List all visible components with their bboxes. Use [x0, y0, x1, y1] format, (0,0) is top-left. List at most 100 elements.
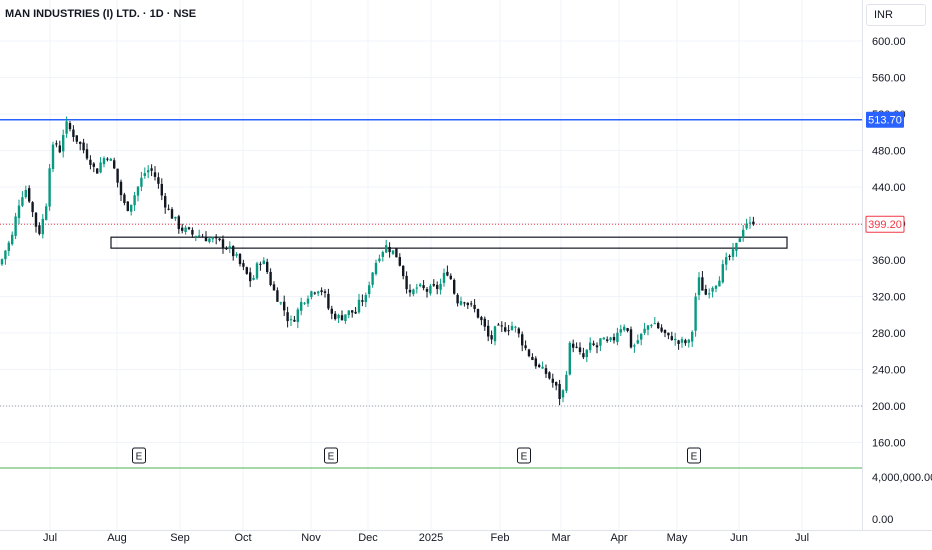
- candle-body: [204, 236, 208, 242]
- candle-body: [415, 287, 418, 289]
- candle-body: [748, 222, 752, 224]
- volume-axis: 4,000,000.00 0.00: [872, 472, 932, 526]
- candle-body: [728, 255, 731, 257]
- candle-body: [704, 288, 707, 295]
- earnings-marker-label: E: [691, 452, 698, 463]
- candle-body: [198, 235, 201, 237]
- candle-body: [279, 302, 282, 304]
- candle-body: [660, 327, 663, 332]
- candle-body: [55, 143, 58, 145]
- candle-body: [31, 202, 34, 213]
- candle-body: [252, 277, 255, 280]
- candle-body: [555, 382, 558, 386]
- resistance-label-text: 513.70: [868, 115, 902, 127]
- candle-body: [11, 234, 14, 245]
- candle-body: [303, 302, 306, 304]
- time-axis[interactable]: Jul Aug Sep Oct Nov Dec 2025 Feb Mar Apr May Jun Jul: [43, 532, 809, 544]
- candle-body: [714, 285, 718, 289]
- time-tick-label: Feb: [491, 532, 510, 544]
- candle-body: [249, 272, 252, 282]
- candle-body: [643, 328, 646, 333]
- time-tick-label: Apr: [610, 532, 627, 544]
- candle-body: [340, 315, 344, 321]
- price-tick-label: 480.00: [872, 146, 906, 158]
- candle-body: [500, 325, 503, 327]
- candle-body: [561, 390, 565, 398]
- breakout-zone-rect[interactable]: [110, 236, 788, 249]
- candle-body: [317, 291, 320, 294]
- time-tick-label: Dec: [358, 532, 378, 544]
- candle-body: [725, 257, 728, 265]
- candle-body: [289, 319, 293, 321]
- candle-body: [140, 177, 143, 187]
- candle-body: [568, 342, 571, 375]
- candle-body: [215, 236, 218, 239]
- candle-body: [459, 301, 463, 305]
- candle-body: [565, 374, 568, 391]
- candle-body: [293, 319, 296, 322]
- candle-body: [653, 323, 656, 325]
- candle-body: [616, 332, 619, 343]
- candle-body: [731, 249, 735, 257]
- candle-body: [453, 279, 456, 294]
- candle-body: [752, 221, 755, 225]
- candle-body: [677, 340, 680, 344]
- candle-body: [334, 313, 337, 320]
- candle-body: [177, 216, 180, 230]
- candle-body: [24, 189, 27, 198]
- candle-body: [527, 349, 531, 357]
- candle-body: [629, 329, 633, 348]
- candle-body: [133, 195, 136, 206]
- earnings-marker-label: E: [521, 452, 528, 463]
- candle-body: [429, 285, 432, 294]
- candle-body: [150, 168, 153, 171]
- candle-body: [174, 216, 177, 219]
- candle-body: [85, 149, 89, 159]
- earnings-marker-label: E: [328, 452, 335, 463]
- price-axis[interactable]: 600.00560.00520.00480.00440.00400.00360.…: [872, 36, 906, 450]
- candle-body: [619, 329, 622, 333]
- candle-body: [272, 284, 276, 291]
- time-tick-label: Nov: [301, 532, 321, 544]
- current-price-label-bg: [865, 215, 905, 233]
- candle-body: [521, 334, 524, 346]
- candle-body: [28, 188, 31, 202]
- candle-body: [589, 342, 592, 351]
- candle-body: [82, 142, 85, 151]
- candle-body: [449, 275, 452, 280]
- candle-body: [34, 212, 38, 227]
- candle-body: [255, 263, 259, 279]
- candle-body: [130, 204, 133, 212]
- candle-body: [599, 338, 602, 346]
- price-tick-label: 200.00: [872, 401, 906, 413]
- candle-body: [106, 158, 109, 160]
- candle-body: [126, 201, 129, 211]
- candle-body: [738, 238, 741, 243]
- candle-body: [269, 271, 272, 285]
- candle-body: [164, 195, 167, 208]
- candle-body: [109, 158, 112, 161]
- candle-body: [68, 123, 72, 130]
- candle-body: [113, 160, 116, 169]
- candle-body: [51, 144, 55, 169]
- candle-body: [79, 141, 82, 144]
- symbol-title[interactable]: MAN INDUSTRIES (I) LTD. · 1D · NSE: [5, 8, 197, 20]
- candle-body: [636, 340, 639, 344]
- candle-body: [697, 277, 701, 296]
- candle-body: [136, 186, 140, 196]
- candle-body: [276, 290, 279, 302]
- candle-body: [701, 277, 704, 291]
- currency-button[interactable]: INR: [866, 4, 926, 26]
- candle-body: [201, 236, 204, 238]
- candle-body: [242, 263, 245, 267]
- candle-body: [187, 227, 191, 230]
- candle-body: [395, 248, 398, 258]
- volume-tick-label: 0.00: [872, 514, 893, 526]
- candle-body: [354, 311, 357, 314]
- candle-body: [245, 267, 248, 274]
- candle-body: [493, 326, 497, 342]
- candle-body: [439, 283, 442, 290]
- candle-body: [476, 309, 480, 318]
- candle-body: [102, 158, 106, 165]
